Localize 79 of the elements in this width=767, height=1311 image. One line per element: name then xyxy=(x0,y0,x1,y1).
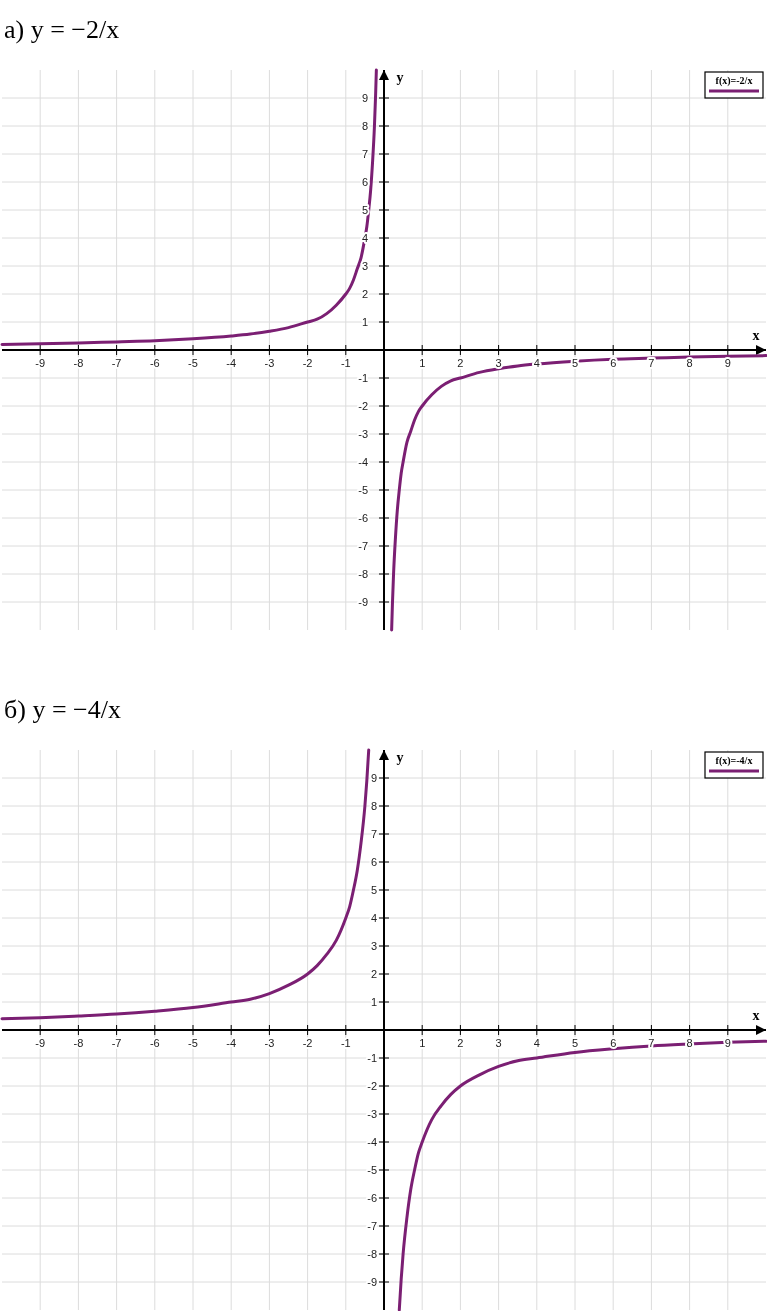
y-tick-label: 4 xyxy=(370,911,377,924)
y-tick-label: 6 xyxy=(370,855,377,868)
x-tick-label: 6 xyxy=(610,357,617,369)
x-axis-title: x xyxy=(752,328,760,343)
x-tick-label: -8 xyxy=(73,1037,84,1049)
x-tick-label: 1 xyxy=(419,357,426,369)
y-tick-label: 2 xyxy=(370,967,377,980)
y-tick-label: -8 xyxy=(367,1247,377,1260)
y-tick-label: -8 xyxy=(358,567,368,580)
x-tick-label: 8 xyxy=(686,1037,693,1049)
x-tick-label: 6 xyxy=(610,1037,617,1049)
y-tick-label: -1 xyxy=(358,371,368,384)
y-tick-label: 9 xyxy=(361,91,368,104)
chart-title: а) y = −2/x xyxy=(4,15,120,44)
x-tick-label: -7 xyxy=(111,1037,122,1049)
x-tick-label: -5 xyxy=(188,357,198,369)
y-tick-label: 3 xyxy=(370,939,377,952)
x-tick-label: -1 xyxy=(340,1037,351,1049)
x-tick-label: -9 xyxy=(35,1037,46,1049)
y-axis-title: y xyxy=(396,70,404,85)
y-tick-label: 5 xyxy=(370,883,377,896)
y-tick-label: -7 xyxy=(367,1219,377,1232)
y-tick-label: 5 xyxy=(361,203,368,216)
y-tick-label: -6 xyxy=(367,1191,377,1204)
x-tick-label: -1 xyxy=(340,357,351,369)
x-tick-label: -5 xyxy=(188,1037,198,1049)
x-tick-label: -3 xyxy=(264,357,275,369)
x-tick-label: -6 xyxy=(149,1037,160,1049)
y-tick-label: -3 xyxy=(367,1107,377,1120)
x-tick-label: 4 xyxy=(533,1037,540,1049)
y-tick-label: -4 xyxy=(358,455,368,468)
y-tick-label: 4 xyxy=(361,231,368,244)
text: f(x)=-2/x xyxy=(715,75,753,87)
x-tick-label: -8 xyxy=(73,357,84,369)
y-tick-label: 1 xyxy=(361,315,368,328)
y-tick-label: 7 xyxy=(370,827,377,840)
x-tick-label: 7 xyxy=(648,357,655,369)
x-tick-label: 2 xyxy=(457,1037,464,1049)
x-tick-label: 3 xyxy=(495,357,502,369)
x-tick-label: 9 xyxy=(724,357,731,369)
y-tick-label: -2 xyxy=(367,1079,377,1092)
y-tick-label: -5 xyxy=(367,1163,377,1176)
x-tick-label: -4 xyxy=(226,1037,237,1049)
x-tick-label: -9 xyxy=(35,357,46,369)
x-tick-label: 3 xyxy=(495,1037,502,1049)
x-tick-label: 8 xyxy=(686,357,693,369)
x-tick-label: -2 xyxy=(302,357,313,369)
y-tick-label: 7 xyxy=(361,147,368,160)
x-tick-label: -4 xyxy=(226,357,237,369)
y-tick-label: -7 xyxy=(358,539,368,552)
x-tick-label: -3 xyxy=(264,1037,275,1049)
x-tick-label: 1 xyxy=(419,1037,426,1049)
x-tick-label: 9 xyxy=(724,1037,731,1049)
y-tick-label: 6 xyxy=(361,175,368,188)
y-tick-label: 9 xyxy=(370,771,377,784)
y-axis-title: y xyxy=(396,750,404,765)
y-tick-label: 3 xyxy=(361,259,368,272)
x-axis-title: x xyxy=(752,1008,760,1023)
y-tick-label: 8 xyxy=(361,119,368,132)
x-tick-label: -2 xyxy=(302,1037,313,1049)
y-tick-label: -5 xyxy=(358,483,368,496)
y-tick-label: -1 xyxy=(367,1051,377,1064)
y-tick-label: -9 xyxy=(358,595,368,608)
chart-title: б) y = −4/x xyxy=(4,695,121,724)
x-tick-label: 5 xyxy=(571,1037,579,1049)
y-tick-label: 8 xyxy=(370,799,377,812)
y-tick-label: -6 xyxy=(358,511,368,524)
x-tick-label: -7 xyxy=(111,357,122,369)
x-tick-label: 7 xyxy=(648,1037,655,1049)
y-tick-label: -3 xyxy=(358,427,368,440)
y-tick-label: 1 xyxy=(370,995,377,1008)
x-tick-label: 2 xyxy=(457,357,464,369)
x-tick-label: -6 xyxy=(149,357,160,369)
y-tick-label: -4 xyxy=(367,1135,377,1148)
y-tick-label: -9 xyxy=(367,1275,377,1288)
y-tick-label: -2 xyxy=(358,399,368,412)
y-tick-label: 2 xyxy=(361,287,368,300)
x-tick-label: 4 xyxy=(533,357,540,369)
text: f(x)=-4/x xyxy=(715,755,753,767)
